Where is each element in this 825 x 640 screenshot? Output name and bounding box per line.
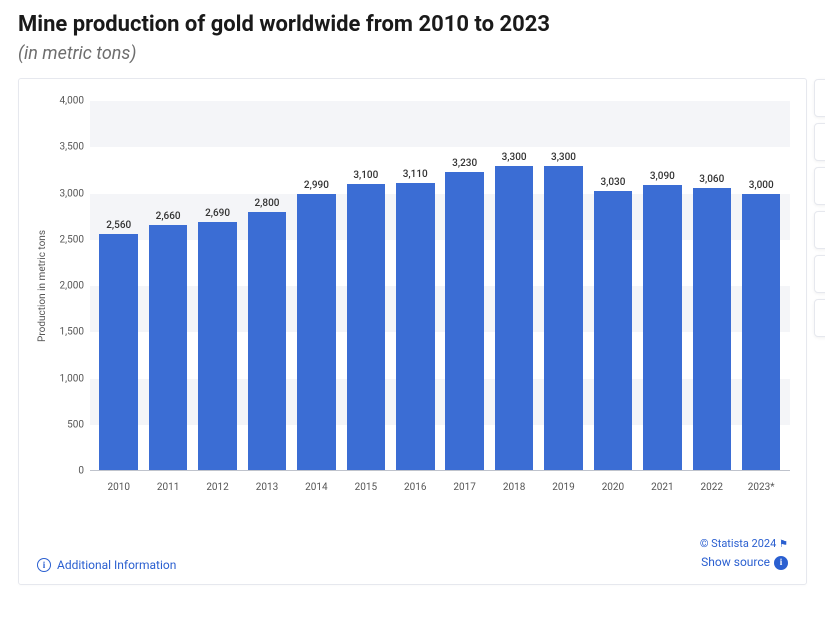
x-tick-label: 2017 (440, 482, 489, 493)
additional-info-link[interactable]: i Additional Information (37, 558, 176, 572)
chart-footer: i Additional Information © Statista 2024… (35, 531, 790, 576)
bar-value-label: 3,300 (502, 152, 527, 163)
bar-value-label: 2,990 (304, 180, 329, 191)
x-tick-label: 2010 (94, 482, 143, 493)
footer-right: © Statista 2024 ⚑ Show source i (700, 535, 788, 572)
y-axis: 05001,0001,5002,0002,5003,0003,5004,000 (50, 101, 90, 471)
y-tick-label: 3,000 (60, 188, 84, 199)
settings-button[interactable] (814, 167, 825, 205)
bar[interactable] (248, 212, 287, 471)
show-source-link[interactable]: Show source i (701, 553, 788, 572)
bar-value-label: 3,090 (650, 171, 675, 182)
bar-slot: 3,300 (489, 101, 538, 471)
bar[interactable] (643, 185, 682, 471)
bar-value-label: 3,110 (403, 169, 428, 180)
chart-container: Production in metric tons 0 500 1,000 1,500… (18, 78, 807, 585)
chart-area: Production in metric tons 0 500 1,000 1,500… (35, 101, 790, 511)
bar-slot: 3,090 (638, 101, 687, 471)
x-tick-label: 2020 (588, 482, 637, 493)
bar-value-label: 3,300 (551, 152, 576, 163)
bar[interactable] (396, 183, 435, 471)
bar[interactable] (544, 166, 583, 471)
bar-slot: 2,990 (292, 101, 341, 471)
info-icon: i (774, 556, 788, 570)
chart-title: Mine production of gold worldwide from 2… (18, 12, 807, 37)
bar-value-label: 2,800 (254, 198, 279, 209)
bar-value-label: 3,100 (353, 170, 378, 181)
bar-value-label: 2,560 (106, 220, 131, 231)
x-tick-label: 2016 (391, 482, 440, 493)
y-tick-label: 2,500 (60, 234, 84, 245)
additional-info-label: Additional Information (57, 558, 176, 572)
x-tick-label: 2013 (242, 482, 291, 493)
bar-slot: 3,100 (341, 101, 390, 471)
y-tick-label: 4,000 (60, 96, 84, 107)
bar-slot: 3,000 (736, 101, 785, 471)
bar-slot: 2,660 (143, 101, 192, 471)
bars-group: 2,560 2,660 2,690 2,800 2,990 3,100 3,110 3,230… (90, 101, 790, 471)
y-tick-label: 1,500 (60, 327, 84, 338)
bar[interactable] (445, 172, 484, 471)
bar-value-label: 3,030 (600, 177, 625, 188)
bar[interactable] (149, 225, 188, 471)
bar-slot: 2,560 (94, 101, 143, 471)
bar-slot: 3,300 (539, 101, 588, 471)
chart-subtitle: (in metric tons) (18, 43, 807, 64)
bar-value-label: 3,230 (452, 158, 477, 169)
y-tick-label: 0 (78, 466, 84, 477)
bell-button[interactable] (814, 123, 825, 161)
cite-button[interactable]: “” (814, 255, 825, 293)
x-tick-label: 2023* (736, 482, 785, 493)
x-axis-labels: 2010201120122013201420152016201720182019… (90, 482, 790, 493)
bar-slot: 3,030 (588, 101, 637, 471)
action-bar: “” (814, 79, 825, 337)
x-tick-label: 2021 (638, 482, 687, 493)
bar-slot: 3,230 (440, 101, 489, 471)
x-tick-label: 2014 (292, 482, 341, 493)
x-axis-line (90, 470, 790, 471)
bar-value-label: 2,660 (156, 211, 181, 222)
flag-icon: ⚑ (779, 539, 788, 550)
print-button[interactable] (814, 299, 825, 337)
bar-value-label: 3,060 (699, 174, 724, 185)
y-tick-label: 2,000 (60, 281, 84, 292)
bar[interactable] (495, 166, 534, 471)
bar[interactable] (297, 194, 336, 471)
bar[interactable] (594, 191, 633, 471)
x-tick-label: 2015 (341, 482, 390, 493)
x-tick-label: 2019 (539, 482, 588, 493)
bar[interactable] (347, 184, 386, 471)
bar[interactable] (198, 222, 237, 471)
y-tick-label: 1,000 (60, 373, 84, 384)
bar[interactable] (742, 194, 781, 472)
info-icon: i (37, 558, 51, 572)
star-button[interactable] (814, 79, 825, 117)
bar-slot: 2,690 (193, 101, 242, 471)
y-tick-label: 3,500 (60, 142, 84, 153)
x-tick-label: 2012 (193, 482, 242, 493)
copyright-text: © Statista 2024 ⚑ (700, 535, 788, 553)
bar-slot: 3,060 (687, 101, 736, 471)
bar[interactable] (693, 188, 732, 471)
x-tick-label: 2022 (687, 482, 736, 493)
y-axis-label: Production in metric tons (35, 230, 50, 342)
plot-area: 2,560 2,660 2,690 2,800 2,990 3,100 3,110 3,230… (90, 101, 790, 471)
y-tick-label: 500 (67, 419, 84, 430)
bar-value-label: 3,000 (749, 180, 774, 191)
bar-slot: 3,110 (391, 101, 440, 471)
bar[interactable] (99, 234, 138, 471)
x-tick-label: 2018 (489, 482, 538, 493)
bar-value-label: 2,690 (205, 208, 230, 219)
share-button[interactable] (814, 211, 825, 249)
bar-slot: 2,800 (242, 101, 291, 471)
x-tick-label: 2011 (143, 482, 192, 493)
